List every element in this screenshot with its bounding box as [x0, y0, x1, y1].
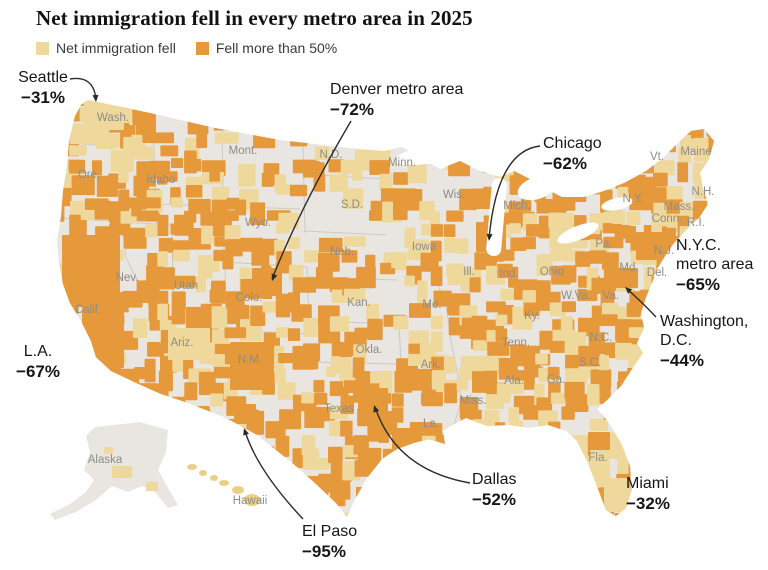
legend-swatch-fell50 [195, 41, 209, 55]
el-paso-arrow [244, 430, 304, 520]
state-label-vt: Vt. [650, 151, 664, 163]
legend-item-fell50: Fell more than 50% [195, 40, 338, 56]
state-label-kan: Kan. [347, 297, 371, 309]
state-label-maine: Maine [680, 146, 711, 158]
state-label-mass: Mass. [664, 201, 695, 213]
legend-item-fell: Net immigration fell [36, 40, 176, 56]
state-label-del: Del. [647, 267, 667, 279]
state-label-wva: W.Va. [561, 290, 591, 302]
state-label-wyo: Wyo. [245, 217, 271, 229]
state-label-mo: Mo. [422, 299, 441, 311]
state-label-mont: Mont. [229, 145, 258, 157]
el-paso-arrowhead [243, 428, 249, 436]
dallas-arrowhead [373, 405, 380, 413]
state-label-la: La. [423, 418, 439, 430]
state-label-texas: Texas [324, 403, 354, 415]
dallas-arrow [374, 406, 471, 484]
chicago-arrowhead [486, 233, 493, 241]
state-label-okla: Okla. [356, 344, 383, 356]
state-label-sc: S.C. [579, 357, 601, 369]
state-label-nh: N.H. [692, 186, 715, 198]
state-label-calif: Calif. [75, 304, 101, 316]
state-label-fla: Fla. [588, 452, 607, 464]
washington-arrowhead [625, 287, 633, 294]
state-label-nc: N.C. [590, 332, 613, 344]
state-label-pa: Pa. [595, 238, 612, 250]
state-label-ky: Ky. [524, 310, 540, 322]
state-label-ga: Ga. [547, 374, 566, 386]
chart-title: Net immigration fell in every metro area… [36, 6, 473, 30]
state-label-hawaii: Hawaii [233, 495, 268, 507]
state-label-ore: Ore. [78, 169, 100, 181]
state-label-sd: S.D. [341, 199, 363, 211]
state-label-ariz: Ariz. [171, 337, 194, 349]
state-label-va: Va. [603, 290, 619, 302]
state-label-ind: Ind. [499, 268, 518, 280]
state-label-ala: Ala. [504, 375, 524, 387]
state-label-nev: Nev. [116, 272, 139, 284]
state-label-ri: R.I. [687, 217, 705, 229]
state-label-alaska: Alaska [88, 454, 123, 466]
state-label-wis: Wis. [443, 189, 465, 201]
state-label-utah: Utah [174, 280, 198, 292]
state-label-ill: Ill. [463, 266, 475, 278]
state-label-iowa: Iowa [412, 241, 437, 253]
denver-arrow [271, 120, 352, 280]
state-label-mich: Mich. [503, 200, 530, 212]
state-label-md: Md. [619, 262, 638, 274]
state-label-ohio: Ohio [540, 266, 564, 278]
state-label-ny: N.Y. [623, 193, 644, 205]
denver-arrowhead [271, 273, 278, 281]
legend-label-fell50: Fell more than 50% [215, 40, 338, 56]
hawaii-islands [187, 464, 260, 506]
state-label-ark: Ark. [421, 359, 441, 371]
state-label-nm: N.M. [238, 354, 262, 366]
state-label-conn: Conn. [652, 213, 683, 225]
legend-swatch-fell [36, 41, 49, 55]
state-label-minn: Minn. [388, 157, 416, 169]
state-label-miss: Miss. [460, 395, 487, 407]
seattle-arrow [69, 77, 97, 101]
legend-label-fell: Net immigration fell [56, 40, 176, 56]
state-labels: Wash.Ore. IdahoMont.Wyo.N.D.S.D.Minn.Wis.… [75, 112, 715, 507]
state-label-nj: N.J. [654, 245, 674, 257]
state-label-neb: Neb. [330, 246, 354, 258]
state-label-colo: Colo. [236, 292, 263, 304]
state-label-tenn: Tenn. [502, 337, 530, 349]
legend: Net immigration fell Fell more than 50% [36, 40, 337, 56]
chicago-arrow [488, 145, 541, 240]
state-label-wash: Wash. [97, 112, 129, 124]
seattle-arrowhead [92, 94, 99, 102]
callout-arrows [69, 77, 657, 520]
state-label-idaho: Idaho [147, 174, 176, 186]
